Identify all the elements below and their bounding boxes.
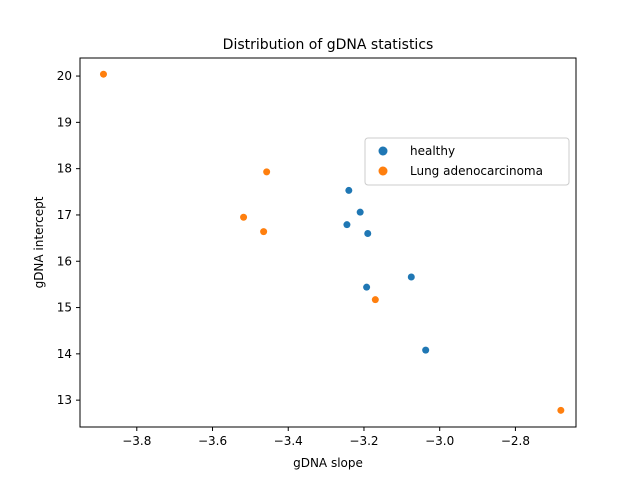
y-tick-label: 13 — [57, 393, 72, 407]
x-tick-label: −3.8 — [122, 434, 151, 448]
x-tick-label: −3.0 — [425, 434, 454, 448]
chart-title: Distribution of gDNA statistics — [223, 37, 434, 53]
y-tick-label: 16 — [57, 254, 72, 268]
x-tick-label: −3.6 — [198, 434, 227, 448]
data-point-lung-adenocarcinoma — [557, 406, 565, 414]
data-point-lung-adenocarcinoma — [99, 70, 107, 78]
legend-label-lung-adenocarcinoma: Lung adenocarcinoma — [410, 164, 543, 178]
y-tick-label: 20 — [57, 69, 72, 83]
y-axis-ticks: 13 14 15 16 17 18 19 20 — [57, 69, 80, 407]
x-tick-label: −3.2 — [349, 434, 378, 448]
x-tick-label: −2.8 — [501, 434, 530, 448]
x-tick-label: −3.4 — [274, 434, 303, 448]
data-point-healthy — [407, 273, 415, 281]
data-point-lung-adenocarcinoma — [263, 168, 271, 176]
legend-label-healthy: healthy — [410, 144, 455, 158]
y-tick-label: 14 — [57, 347, 72, 361]
y-tick-label: 15 — [57, 301, 72, 315]
x-axis-ticks: −3.8 −3.6 −3.4 −3.2 −3.0 −2.8 — [122, 427, 530, 448]
data-marks — [99, 70, 565, 414]
data-point-lung-adenocarcinoma — [260, 228, 268, 236]
legend-marker-lung-adenocarcinoma — [378, 166, 388, 176]
data-point-lung-adenocarcinoma — [371, 296, 379, 304]
legend-box — [364, 137, 570, 186]
y-tick-label: 17 — [57, 208, 72, 222]
data-point-healthy — [363, 283, 371, 291]
y-axis-title: gDNA intercept — [32, 196, 46, 288]
legend-marker-healthy — [378, 146, 388, 156]
data-point-healthy — [343, 221, 351, 229]
data-point-lung-adenocarcinoma — [240, 213, 248, 221]
data-point-healthy — [364, 229, 372, 237]
x-axis-title: gDNA slope — [293, 456, 363, 470]
data-point-healthy — [422, 346, 430, 354]
legend: healthy Lung adenocarcinoma — [364, 137, 570, 186]
plot-frame — [79, 57, 577, 428]
data-point-healthy — [356, 208, 364, 216]
y-tick-label: 18 — [57, 162, 72, 176]
data-point-healthy — [345, 186, 353, 194]
y-tick-label: 19 — [57, 115, 72, 129]
